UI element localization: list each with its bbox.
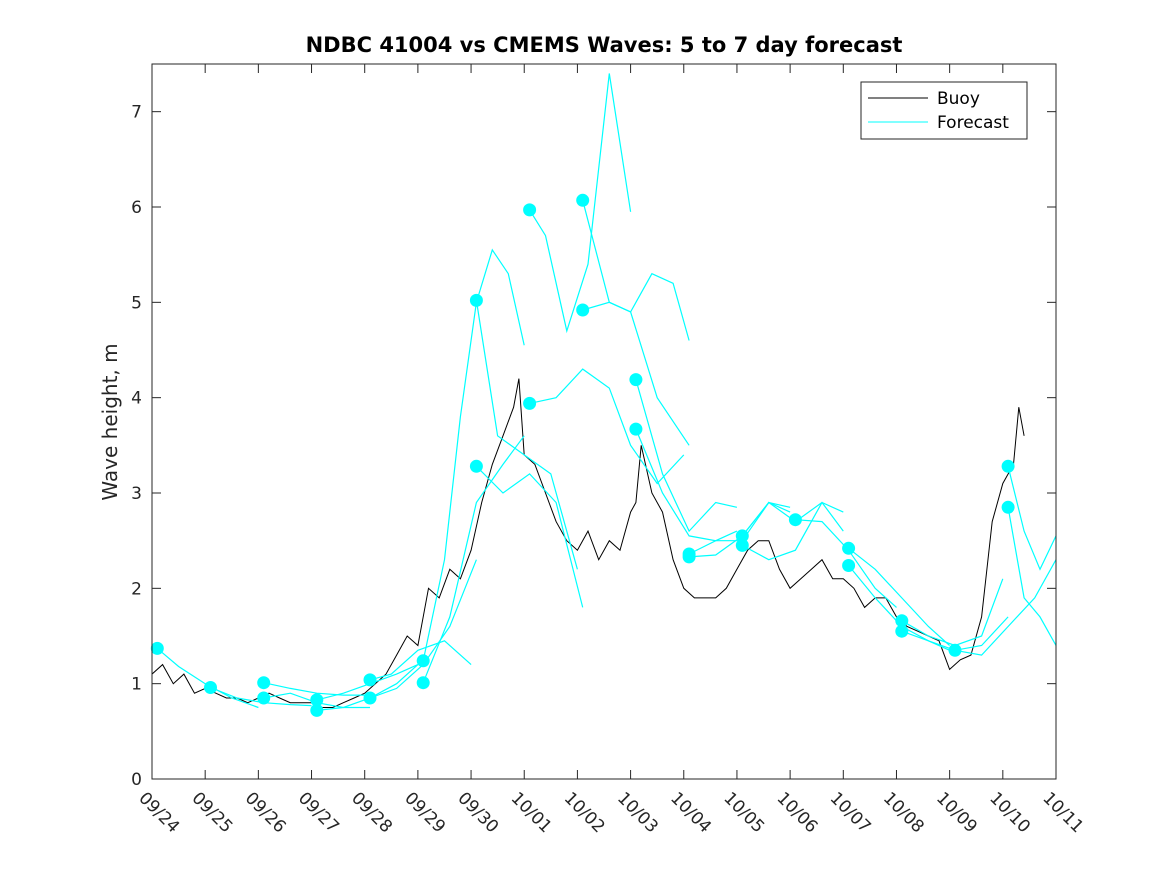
forecast-series-line: [475, 465, 584, 608]
forecast-series-line: [422, 435, 525, 683]
forecast-start-marker: [682, 550, 696, 564]
forecast-series-line: [475, 300, 578, 570]
forecast-start-marker: [416, 654, 430, 668]
forecast-series-line: [529, 368, 685, 485]
marker-layer: [150, 193, 1015, 717]
forecast-start-marker: [842, 541, 856, 555]
legend-forecast-label: Forecast: [937, 113, 1009, 133]
x-tick-label: 10/02: [560, 788, 609, 837]
x-tick-label: 10/05: [719, 788, 768, 837]
y-tick-label: 5: [131, 293, 142, 313]
forecast-series-line: [156, 647, 259, 709]
forecast-start-marker: [735, 538, 749, 552]
forecast-series-line: [635, 379, 738, 533]
y-tick-label: 0: [131, 770, 142, 790]
forecast-start-marker: [257, 691, 271, 705]
y-tick-label: 2: [131, 579, 142, 599]
y-tick-label: 7: [131, 103, 142, 123]
x-tick-label: 09/29: [400, 788, 449, 837]
legend-box: [860, 81, 1028, 140]
x-tick-label: 10/09: [932, 788, 981, 837]
forecast-series-line: [901, 578, 1004, 647]
forecast-start-marker: [150, 641, 164, 655]
forecast-start-marker: [842, 559, 856, 572]
legend: Buoy Forecast: [860, 81, 1028, 140]
forecast-series-line: [582, 200, 690, 341]
forecast-start-marker: [523, 203, 537, 217]
forecast-start-marker: [629, 373, 643, 387]
forecast-series-line: [954, 559, 1056, 656]
x-tick-label: 10/03: [613, 788, 662, 837]
y-tick-label: 3: [131, 484, 142, 504]
series-layer: [152, 73, 1056, 711]
forecast-start-marker: [416, 676, 430, 690]
x-tick-label: 09/24: [134, 788, 183, 837]
y-tick-label: 4: [131, 389, 142, 409]
x-tick-label: 10/08: [879, 788, 928, 837]
forecast-series-line: [263, 682, 365, 696]
plot-frame: [151, 63, 1057, 780]
x-tick-label: 10/11: [1038, 788, 1087, 837]
legend-buoy-label: Buoy: [937, 89, 980, 109]
y-tick-label: 6: [131, 198, 142, 218]
x-tick-label: 09/27: [294, 788, 343, 837]
x-tick-label: 10/04: [666, 788, 715, 837]
forecast-start-marker: [735, 529, 749, 543]
x-tick-label: 10/01: [507, 788, 556, 837]
forecast-start-marker: [310, 703, 324, 717]
forecast-series-line: [1007, 466, 1056, 571]
forecast-start-marker: [948, 643, 962, 657]
forecast-start-marker: [204, 681, 217, 694]
forecast-series-line: [582, 301, 690, 446]
forecast-start-marker: [469, 293, 483, 307]
forecast-series-line: [1007, 507, 1056, 646]
forecast-series-line: [635, 428, 738, 542]
x-tick-label: 10/06: [773, 788, 822, 837]
forecast-start-marker: [310, 693, 324, 707]
buoy-series-line: [152, 378, 1025, 708]
forecast-start-marker: [363, 691, 377, 705]
forecast-series-line: [742, 501, 844, 561]
forecast-start-marker: [257, 676, 271, 690]
chart-title: NDBC 41004 vs CMEMS Waves: 5 to 7 day fo…: [306, 33, 903, 57]
x-tick-label: 09/28: [347, 788, 396, 837]
x-tick-label: 09/30: [454, 788, 503, 837]
forecast-series-line: [529, 73, 632, 334]
forecast-start-marker: [469, 459, 483, 473]
forecast-series-line: [369, 640, 472, 681]
forecast-series-line: [848, 547, 951, 646]
forecast-start-marker: [895, 614, 909, 628]
forecast-start-marker: [363, 673, 377, 687]
axes-layer: 0 1 2 3 4 5 6 7 09/24 09/25 09/26 09/27 09/28 09/29 09…: [131, 64, 1087, 837]
forecast-start-marker: [629, 422, 643, 436]
forecast-start-marker: [1001, 459, 1015, 473]
x-tick-label: 09/25: [188, 788, 237, 837]
y-tick-label: 1: [131, 675, 142, 695]
y-axis-label: Wave height, m: [98, 343, 122, 500]
forecast-start-marker: [576, 193, 590, 207]
forecast-start-marker: [895, 624, 909, 638]
x-tick-label: 10/07: [826, 788, 875, 837]
forecast-start-marker: [788, 513, 802, 527]
forecast-start-marker: [576, 303, 590, 317]
x-tick-label: 10/10: [985, 788, 1034, 837]
forecast-start-marker: [1001, 500, 1015, 514]
x-tick-label: 09/26: [241, 788, 290, 837]
forecast-start-marker: [523, 396, 537, 410]
